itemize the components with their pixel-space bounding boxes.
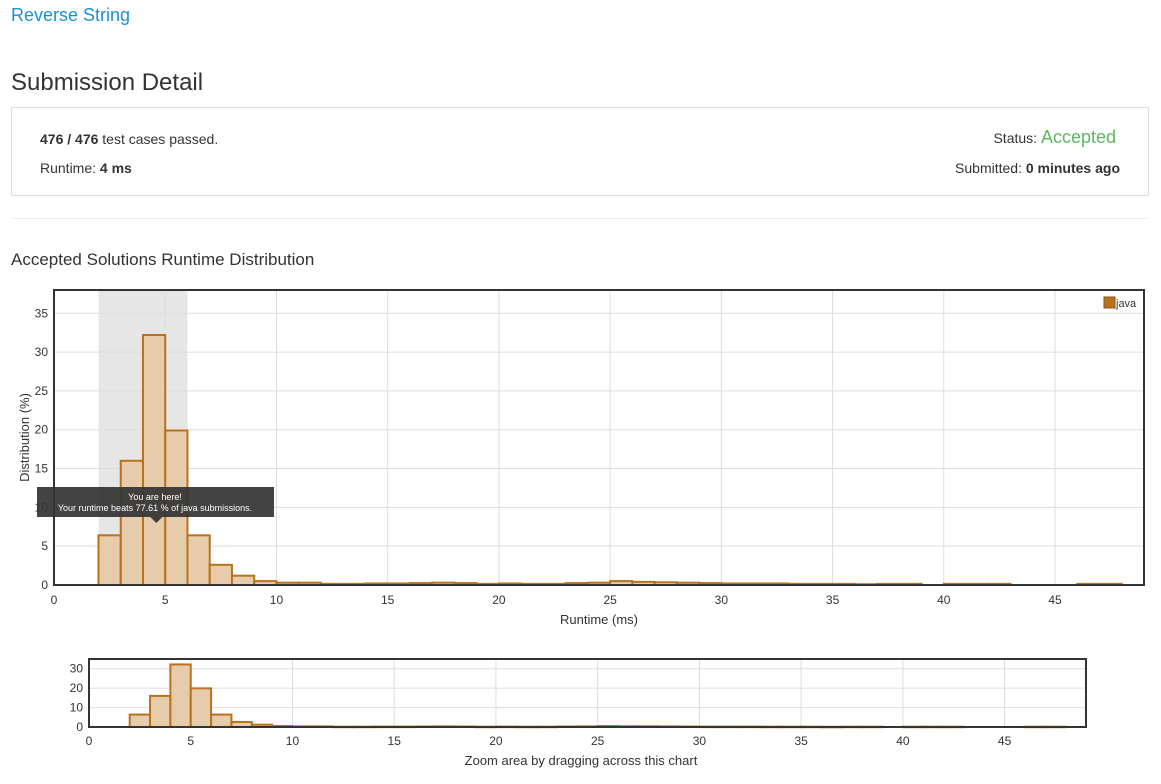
y-tick-label: 35 [35, 306, 49, 320]
problem-title-link[interactable]: Reverse String [11, 5, 131, 25]
histogram-bar[interactable] [210, 713, 233, 729]
page-title: Submission Detail [11, 69, 204, 96]
tooltip-box [37, 487, 274, 517]
x-tick-label: 40 [937, 593, 951, 607]
x-tick-label: 15 [381, 593, 395, 607]
status-line: Status: Accepted [993, 127, 1116, 148]
x-tick-label: 25 [603, 593, 617, 607]
runtime-value: 4 ms [99, 160, 132, 176]
x-tick-label: 5 [162, 593, 169, 607]
test-cases-summary: 476 / 476 test cases passed. [40, 131, 218, 147]
x-axis-label: Runtime (ms) [560, 612, 638, 627]
tooltip-line-2: Your runtime beats 77.61 % of java submi… [58, 503, 252, 513]
x-tick-label: 10 [270, 593, 284, 607]
x-tick-label: 20 [492, 593, 506, 607]
x-tick-label: 30 [693, 734, 707, 748]
y-tick-label: 20 [35, 423, 49, 437]
y-tick-label: 20 [70, 681, 84, 695]
x-tick-label: 35 [826, 593, 840, 607]
total-count: 476 [75, 131, 99, 147]
tooltip-arrow [150, 517, 163, 523]
y-tick-label: 5 [41, 539, 48, 553]
submitted-value: 0 minutes ago [1025, 160, 1120, 176]
x-tick-label: 5 [187, 734, 194, 748]
runtime-label: Runtime: [40, 160, 100, 176]
tooltip-line-1: You are here! [128, 492, 182, 502]
y-tick-label: 10 [70, 701, 84, 715]
legend[interactable]: java [1103, 296, 1137, 310]
y-tick-label: 30 [35, 345, 49, 359]
y-axis-label: Distribution (%) [17, 393, 32, 482]
submission-detail-panel: 476 / 476 test cases passed. Runtime: 4 … [11, 107, 1149, 196]
plot-frame [88, 658, 1087, 728]
histogram-bar[interactable] [128, 713, 152, 729]
test-cases-suffix: test cases passed. [98, 131, 219, 147]
x-tick-label: 20 [489, 734, 503, 748]
histogram-bar[interactable] [149, 694, 172, 729]
x-tick-label: 40 [896, 734, 910, 748]
status-accepted-link[interactable]: Accepted [1040, 127, 1116, 147]
zoom-hint: Zoom area by dragging across this chart [465, 753, 698, 768]
runtime-line: Runtime: 4 ms [40, 160, 132, 176]
section-title: Accepted Solutions Runtime Distribution [11, 250, 315, 269]
submitted-label: Submitted: [955, 160, 1026, 176]
y-tick-label: 15 [35, 462, 49, 476]
y-tick-label: 30 [70, 662, 84, 676]
x-tick-label: 25 [591, 734, 605, 748]
histogram-bar[interactable] [169, 663, 192, 729]
x-tick-label: 35 [794, 734, 808, 748]
legend-swatch [1103, 296, 1116, 309]
section-divider [11, 218, 1149, 219]
y-tick-label: 0 [41, 578, 48, 592]
x-tick-label: 10 [286, 734, 300, 748]
x-tick-label: 0 [86, 734, 93, 748]
histogram-bar[interactable] [189, 687, 213, 729]
count-separator: / [63, 131, 76, 147]
runtime-tooltip: You are here!Your runtime beats 77.61 % … [37, 487, 274, 523]
runtime-distribution-chart[interactable]: 05101520253035404505101520253035Runtime … [0, 0, 1161, 635]
legend-label: java [1115, 298, 1137, 310]
x-tick-label: 45 [998, 734, 1012, 748]
x-tick-label: 15 [388, 734, 402, 748]
submitted-line: Submitted: 0 minutes ago [955, 160, 1120, 176]
y-tick-label: 25 [35, 384, 49, 398]
passed-count: 476 [40, 131, 64, 147]
x-tick-label: 0 [51, 593, 58, 607]
x-tick-label: 30 [715, 593, 729, 607]
x-tick-label: 45 [1048, 593, 1062, 607]
y-tick-label: 0 [76, 720, 83, 734]
status-label: Status: [993, 130, 1041, 146]
plot-frame [53, 289, 1145, 586]
